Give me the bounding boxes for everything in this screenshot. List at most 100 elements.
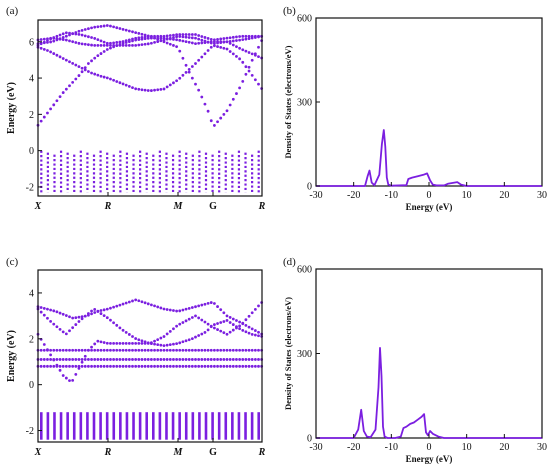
band-3-point bbox=[112, 341, 115, 345]
band-5-point bbox=[209, 358, 213, 361]
band-4-point bbox=[257, 348, 260, 352]
band-2-point bbox=[153, 339, 156, 343]
band-5-point bbox=[203, 358, 207, 361]
band-4-point bbox=[146, 348, 150, 352]
band-1-point bbox=[206, 301, 210, 305]
band-5-point bbox=[61, 358, 65, 361]
band-4-point bbox=[209, 348, 213, 352]
y-tick-label: 300 bbox=[297, 349, 312, 360]
band-3-point bbox=[235, 92, 238, 95]
band-4-point bbox=[124, 348, 128, 352]
band-2-point bbox=[61, 57, 65, 60]
band-2-point bbox=[42, 313, 46, 317]
band-1-point bbox=[134, 298, 138, 302]
band-2-point bbox=[219, 45, 223, 49]
band-6-point bbox=[159, 364, 163, 368]
band-5-point bbox=[131, 37, 134, 41]
y-tick-label: 0 bbox=[29, 380, 34, 391]
band-1-point bbox=[175, 309, 179, 313]
band-5-point bbox=[109, 41, 112, 45]
band-6-point bbox=[143, 364, 147, 368]
band-5-point bbox=[105, 41, 109, 45]
band-1-point bbox=[109, 46, 112, 50]
band-1-point bbox=[184, 307, 188, 311]
band-5-point bbox=[216, 358, 219, 361]
band-2-point bbox=[105, 316, 109, 320]
band-4-point bbox=[87, 43, 90, 47]
band-6-point bbox=[118, 364, 122, 368]
band-3-point bbox=[231, 323, 235, 326]
band-2-point bbox=[153, 88, 156, 92]
band-4-point bbox=[200, 38, 204, 42]
band-6-point bbox=[134, 364, 138, 368]
band-4-point bbox=[197, 348, 201, 352]
band-4-point bbox=[172, 348, 175, 352]
band-2-point bbox=[134, 337, 138, 340]
band-3-point bbox=[150, 342, 153, 346]
band-4-point bbox=[253, 53, 257, 57]
band-4-point bbox=[181, 348, 185, 352]
panel-label: (c) bbox=[6, 256, 19, 268]
band-4-point bbox=[247, 51, 251, 54]
band-2-point bbox=[58, 55, 62, 59]
band-4-point bbox=[96, 44, 100, 47]
band-6-point bbox=[153, 364, 156, 368]
band-6-point bbox=[140, 364, 144, 368]
band-4-point bbox=[74, 41, 78, 44]
y-tick-label: -2 bbox=[26, 426, 34, 437]
band-1-point bbox=[121, 302, 125, 306]
band-2-point bbox=[90, 71, 93, 75]
band-5-point bbox=[241, 34, 245, 38]
band-2-point bbox=[77, 320, 81, 323]
band-5-point bbox=[181, 33, 185, 36]
x-tick-label: M bbox=[173, 447, 184, 458]
band-6-point bbox=[206, 364, 210, 368]
band-3-point bbox=[77, 29, 81, 33]
band-3-point bbox=[42, 343, 46, 346]
band-6-point bbox=[80, 364, 84, 368]
band-4-point bbox=[225, 40, 229, 44]
band-4-point bbox=[197, 37, 201, 41]
band-1-point bbox=[71, 316, 75, 320]
band-4-point bbox=[131, 44, 134, 47]
band-5-point bbox=[194, 33, 197, 36]
band-1-point bbox=[190, 306, 194, 309]
band-6-point bbox=[64, 364, 68, 368]
band-5-point bbox=[184, 33, 188, 36]
band-4-point bbox=[121, 44, 125, 47]
band-2-point bbox=[143, 88, 147, 92]
band-2-point bbox=[115, 80, 119, 83]
band-1-point bbox=[61, 312, 65, 316]
band-6-point bbox=[121, 364, 125, 368]
band-2-point bbox=[175, 79, 179, 83]
band-2-point bbox=[46, 316, 49, 320]
band-2-point bbox=[90, 309, 93, 313]
band-5-point bbox=[80, 358, 84, 361]
band-2-point bbox=[52, 52, 56, 55]
band-4-point bbox=[184, 348, 188, 352]
band-1-point bbox=[165, 308, 169, 311]
band-1-point bbox=[213, 302, 216, 305]
band-4-point bbox=[118, 348, 122, 352]
panel-label: (b) bbox=[283, 5, 296, 17]
band-3-point bbox=[219, 321, 223, 324]
band-6-point bbox=[112, 364, 115, 368]
band-4-point bbox=[241, 348, 245, 352]
band-2-point bbox=[55, 325, 59, 329]
band-3-point bbox=[197, 334, 201, 337]
band-1-point bbox=[55, 99, 59, 103]
band-3-point bbox=[140, 341, 144, 345]
band-2-point bbox=[187, 68, 191, 71]
band-3-point bbox=[162, 344, 166, 348]
band-1-point bbox=[68, 84, 71, 88]
x-tick-label: X bbox=[34, 201, 42, 212]
band-5-point bbox=[194, 358, 197, 361]
band-5-point bbox=[175, 358, 179, 361]
band-2-point bbox=[187, 317, 191, 321]
band-4-point bbox=[93, 44, 97, 47]
band-4-point bbox=[162, 38, 166, 42]
band-2-point bbox=[71, 326, 75, 330]
band-6-point bbox=[83, 364, 87, 368]
band-5-point bbox=[96, 38, 100, 42]
band-5-point bbox=[153, 358, 156, 361]
